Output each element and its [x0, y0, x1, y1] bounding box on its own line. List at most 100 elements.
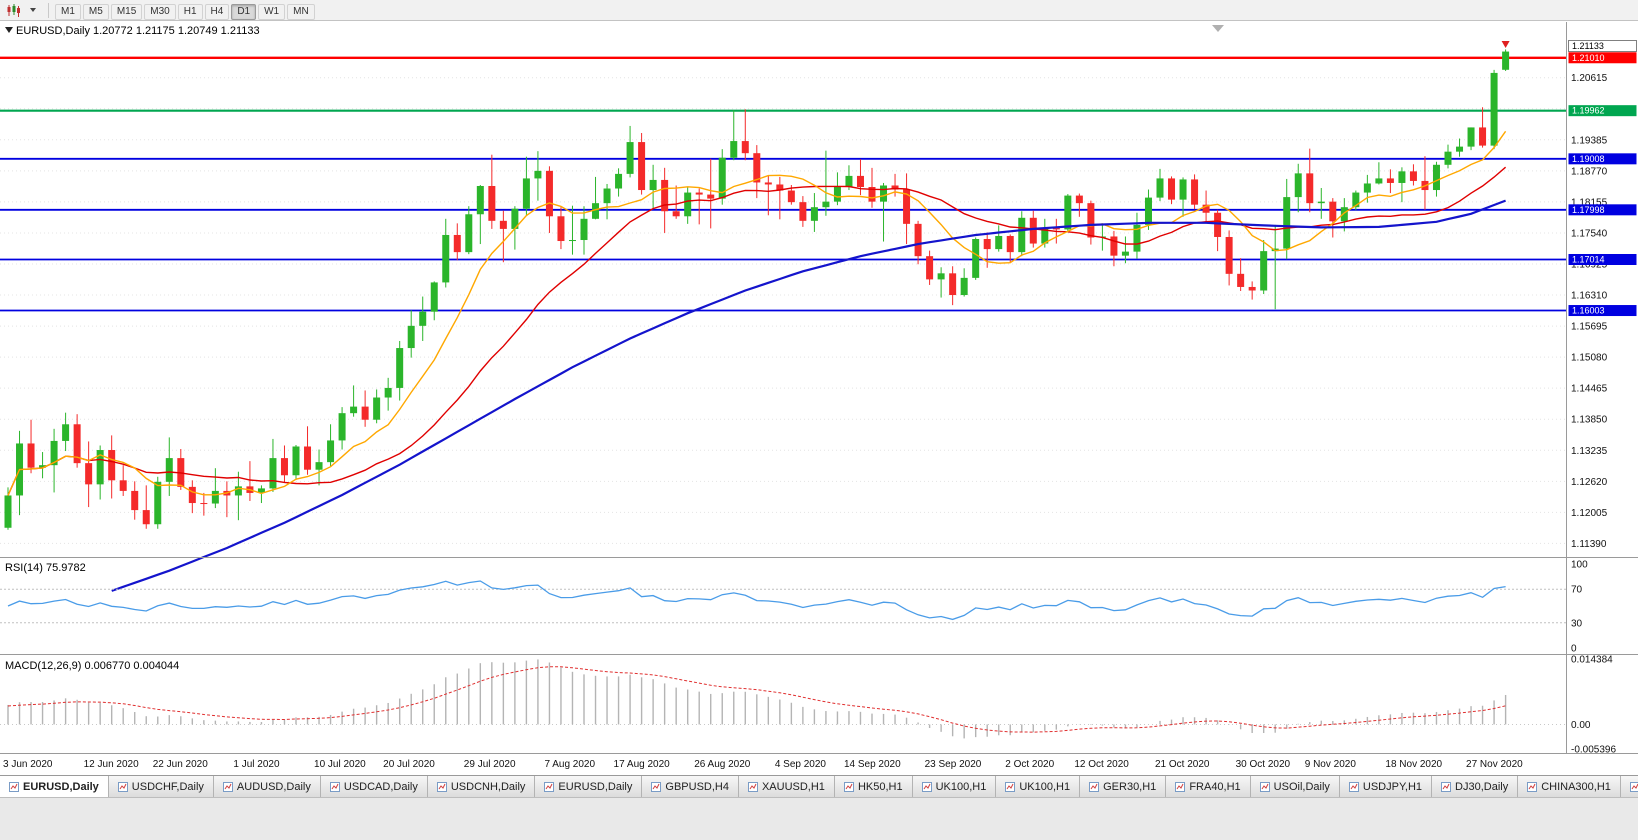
- candle: [39, 465, 47, 468]
- x-axis-label: 3 Jun 2020: [3, 759, 53, 770]
- period-button-m30[interactable]: M30: [144, 3, 176, 20]
- candle: [603, 188, 611, 204]
- candle: [257, 488, 265, 493]
- rsi-axis-label: 0: [1571, 644, 1577, 655]
- candle: [1502, 51, 1510, 70]
- candle: [1087, 203, 1095, 238]
- candle: [1467, 127, 1475, 147]
- chart-shift-marker[interactable]: [1212, 25, 1224, 32]
- period-button-h4[interactable]: H4: [204, 3, 230, 20]
- candle: [476, 185, 484, 215]
- chart-tab-hk50-h1[interactable]: HK50,H1: [834, 776, 913, 797]
- candle: [142, 510, 150, 525]
- candle: [1317, 201, 1325, 204]
- candle: [856, 175, 864, 188]
- chart-type-dropdown-button[interactable]: [23, 2, 43, 19]
- x-axis-label: 9 Nov 2020: [1305, 759, 1357, 770]
- horizontal-lines-layer[interactable]: [0, 56, 1566, 312]
- candle: [926, 256, 934, 280]
- candle: [1409, 171, 1417, 181]
- x-axis-label: 18 Nov 2020: [1385, 759, 1442, 770]
- candle: [1168, 178, 1176, 200]
- hline-price-box: [1568, 204, 1637, 216]
- chart-tab-audusd-daily[interactable]: AUDUSD,Daily: [213, 776, 321, 797]
- price-tick-label: 1.18770: [1571, 166, 1608, 177]
- collapse-icon[interactable]: [5, 27, 13, 33]
- chart-tab-fra40-h1[interactable]: FRA40,H1: [1166, 776, 1251, 797]
- ma-fast-line: [7, 130, 1507, 496]
- chart-tab-xauusd-h1[interactable]: XAUUSD,H1: [738, 776, 835, 797]
- chart-tab-label: AUDUSD,Daily: [236, 780, 311, 793]
- candle: [50, 440, 58, 466]
- chart-tab-usdjpy-h1[interactable]: USDJPY,H1: [1339, 776, 1433, 797]
- candle: [649, 179, 657, 191]
- candle: [373, 397, 381, 420]
- chevron-down-icon: [30, 8, 36, 12]
- chart-tab-label: GBPUSD,H4: [665, 780, 729, 793]
- x-axis-label: 21 Oct 2020: [1155, 759, 1210, 770]
- chart-type-button[interactable]: [3, 2, 23, 19]
- candle: [165, 458, 173, 482]
- candle: [269, 458, 277, 489]
- candle: [211, 490, 219, 504]
- chart-tab-usdcnh-daily[interactable]: USDCNH,Daily: [427, 776, 536, 797]
- chart-tab-uk100-h1[interactable]: UK100,H1: [996, 776, 1081, 797]
- candle: [1363, 183, 1371, 193]
- candle: [327, 440, 335, 463]
- candle: [764, 182, 772, 185]
- chart-tab-uk100-h1[interactable]: UK100,H1: [912, 776, 997, 797]
- chart-tab-label: EURUSD,Daily: [558, 780, 633, 793]
- hline-price-label: 1.17014: [1572, 254, 1605, 264]
- hline-price-label: 1.21010: [1572, 53, 1605, 63]
- mini-chart-icon: [329, 781, 340, 792]
- candle: [119, 480, 127, 491]
- chart-tab-label: HK50,H1: [857, 780, 903, 793]
- candle: [776, 184, 784, 191]
- candle: [108, 450, 116, 481]
- chart-tab-gbpusd-h4[interactable]: GBPUSD,H4: [642, 776, 739, 797]
- period-button-mn[interactable]: MN: [287, 3, 315, 20]
- candle: [304, 446, 312, 470]
- candle: [983, 239, 991, 250]
- candle: [880, 185, 888, 202]
- candle: [62, 424, 70, 441]
- macd-signal-line: [7, 666, 1506, 733]
- axis-layer[interactable]: 1.206151.200001.193851.187701.181551.175…: [3, 40, 1637, 771]
- period-button-d1[interactable]: D1: [231, 3, 257, 20]
- chart-tab-usoil-h1[interactable]: USOil,H1: [1620, 776, 1638, 797]
- chart-tab-usdcad-daily[interactable]: USDCAD,Daily: [320, 776, 428, 797]
- chart-canvas[interactable]: 1.206151.200001.193851.187701.181551.175…: [0, 22, 1638, 775]
- chart-tab-ger30-h1[interactable]: GER30,H1: [1080, 776, 1167, 797]
- period-button-m15[interactable]: M15: [110, 3, 143, 20]
- period-button-w1[interactable]: W1: [258, 3, 286, 20]
- chart-tab-eurusd-daily[interactable]: EURUSD,Daily: [535, 776, 643, 797]
- chart-tab-usdchf-daily[interactable]: USDCHF,Daily: [108, 776, 214, 797]
- chart-tab-label: DJ30,Daily: [1455, 780, 1509, 793]
- mini-chart-icon: [436, 781, 447, 792]
- period-button-m1[interactable]: M1: [55, 3, 81, 20]
- chart-tab-china300-h1[interactable]: CHINA300,H1: [1518, 776, 1621, 797]
- chart-tab-usoil-daily[interactable]: USOil,Daily: [1250, 776, 1340, 797]
- x-axis-label: 12 Jun 2020: [84, 759, 139, 770]
- candle: [1133, 224, 1141, 252]
- candle: [1018, 217, 1026, 253]
- candle: [753, 153, 761, 183]
- x-axis-label: 7 Aug 2020: [544, 759, 595, 770]
- mini-chart-icon: [1629, 781, 1638, 792]
- candle: [707, 194, 715, 199]
- chart-tab-eurusd-daily[interactable]: EURUSD,Daily: [0, 776, 109, 797]
- period-button-h1[interactable]: H1: [177, 3, 203, 20]
- mini-chart-icon: [651, 781, 662, 792]
- chart-tabs-row: EURUSD,Daily USDCHF,Daily AUDUSD,Daily USDC…: [0, 776, 1638, 798]
- candle: [1041, 227, 1049, 244]
- candle: [810, 207, 818, 221]
- period-button-m5[interactable]: M5: [82, 3, 109, 20]
- x-axis-label: 2 Oct 2020: [1005, 759, 1054, 770]
- chart-tab-dj30-daily[interactable]: DJ30,Daily: [1432, 776, 1519, 797]
- ma-slow-line: [111, 199, 1506, 592]
- candle: [1432, 164, 1440, 191]
- rsi-label: RSI(14) 75.9782: [5, 562, 86, 574]
- candle: [1386, 178, 1394, 183]
- candle: [718, 157, 726, 199]
